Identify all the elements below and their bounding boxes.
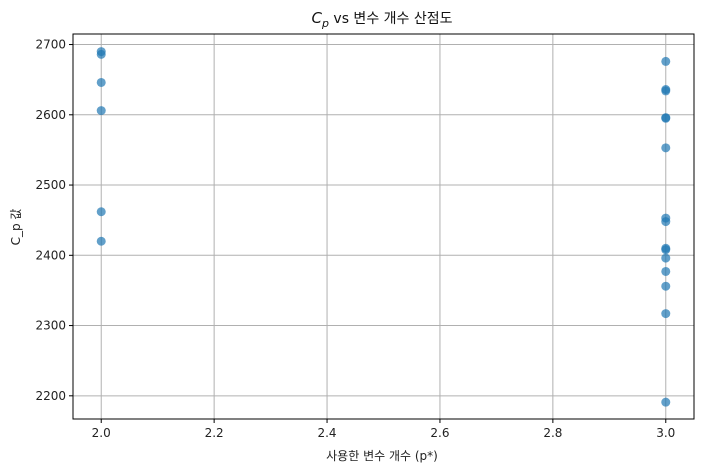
x-tick-label: 2.4 (317, 426, 336, 440)
chart-title: Cp vs 변수 개수 산점도 (311, 9, 452, 30)
x-axis-ticks: 2.0 2.2 2.4 2.6 2.8 3.0 (92, 419, 675, 440)
data-point (661, 266, 671, 276)
y-axis-label: C_p 값 (9, 209, 23, 246)
x-tick-label: 3.0 (656, 426, 675, 440)
data-point (661, 253, 671, 263)
data-point (661, 86, 671, 96)
data-point (661, 397, 671, 407)
x-tick-label: 2.0 (92, 426, 111, 440)
data-point (661, 245, 671, 255)
data-point (96, 77, 106, 87)
x-tick-label: 2.2 (205, 426, 224, 440)
data-point (661, 309, 671, 319)
y-tick-label: 2200 (35, 389, 66, 403)
x-tick-label: 2.6 (430, 426, 449, 440)
y-tick-label: 2700 (35, 38, 66, 52)
data-point (96, 207, 106, 217)
data-point (96, 236, 106, 246)
chart-title-main: C (311, 9, 322, 27)
plot-area-frame (72, 33, 695, 420)
y-tick-label: 2600 (35, 108, 66, 122)
y-tick-label: 2400 (35, 248, 66, 262)
data-point (661, 113, 671, 123)
y-tick-label: 2500 (35, 178, 66, 192)
x-tick-label: 2.8 (543, 426, 562, 440)
data-points (96, 47, 671, 407)
data-point (661, 217, 671, 227)
data-point (661, 143, 671, 153)
y-tick-label: 2300 (35, 319, 66, 333)
grid-lines (73, 34, 694, 419)
data-point (96, 49, 106, 59)
x-axis-label: 사용한 변수 개수 (p*) (326, 449, 438, 463)
y-axis-ticks: 2200 2300 2400 2500 2600 2700 (35, 38, 73, 403)
chart-title-subscript: p (321, 17, 329, 30)
data-point (661, 281, 671, 291)
chart-title-rest: vs 변수 개수 산점도 (329, 11, 453, 27)
data-point (661, 56, 671, 66)
data-point (96, 106, 106, 116)
